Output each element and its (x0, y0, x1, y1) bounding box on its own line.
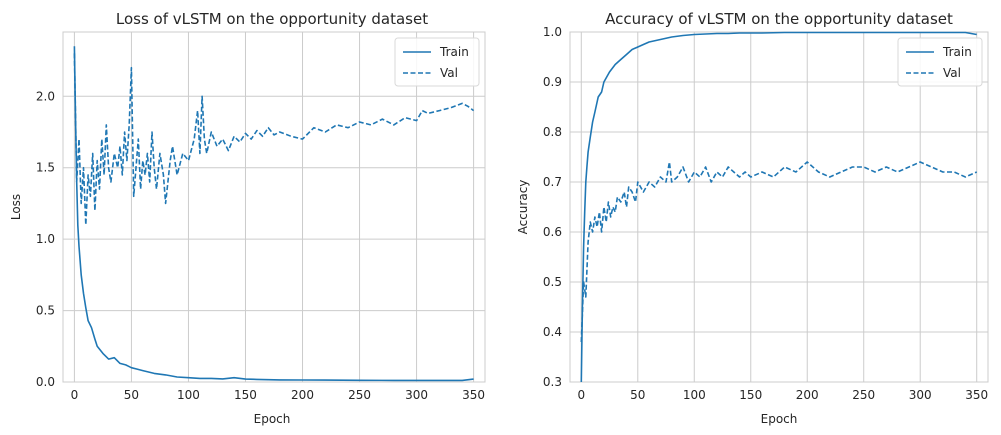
y-tick-label: 0.5 (543, 275, 562, 289)
y-tick-label: 1.0 (543, 25, 562, 39)
legend-box (394, 37, 480, 87)
y-tick-label: 0.4 (543, 325, 562, 339)
x-tick-label: 200 (291, 388, 314, 402)
y-tick-label: 1.0 (36, 232, 55, 246)
series-line-train (580, 31, 977, 383)
loss-chart: Loss of vLSTM on the opportunity dataset… (9, 10, 486, 426)
series-line-train (73, 46, 474, 382)
y-tick-label: 0.8 (543, 125, 562, 139)
x-tick-label: 250 (348, 388, 371, 402)
legend-label-train: Train (942, 45, 972, 59)
x-tick-label: 300 (405, 388, 428, 402)
chart-title: Accuracy of vLSTM on the opportunity dat… (605, 10, 953, 28)
legend: Train Val (394, 37, 480, 87)
legend-label-train: Train (439, 45, 469, 59)
y-tick-label: 2.0 (36, 89, 55, 103)
x-tick-label: 200 (796, 388, 819, 402)
x-tick-label: 0 (577, 388, 585, 402)
y-tick-label: 0.5 (36, 304, 55, 318)
series-line-val (580, 161, 978, 343)
x-tick-label: 0 (71, 388, 79, 402)
accuracy-chart: Accuracy of vLSTM on the opportunity dat… (516, 10, 989, 426)
y-tick-label: 0.7 (543, 175, 562, 189)
y-axis-label: Accuracy (516, 180, 530, 235)
x-tick-label: 300 (909, 388, 932, 402)
y-tick-label: 0.0 (36, 375, 55, 389)
x-tick-label: 100 (177, 388, 200, 402)
grid (63, 32, 485, 383)
x-tick-label: 350 (965, 388, 988, 402)
plot-frame (62, 31, 486, 383)
y-axis-label: Loss (9, 194, 23, 220)
x-tick-label: 100 (683, 388, 706, 402)
y-tick-label: 0.9 (543, 75, 562, 89)
x-tick-label: 150 (234, 388, 257, 402)
legend: Train Val (897, 37, 983, 87)
y-tick-label: 1.5 (36, 161, 55, 175)
x-tick-label: 50 (630, 388, 645, 402)
x-tick-label: 50 (124, 388, 139, 402)
legend-box (897, 37, 983, 87)
x-tick-label: 150 (739, 388, 762, 402)
y-tick-label: 0.3 (543, 375, 562, 389)
x-tick-label: 250 (852, 388, 875, 402)
chart-title: Loss of vLSTM on the opportunity dataset (116, 10, 428, 28)
series-line-val (73, 53, 475, 226)
legend-label-val: Val (440, 66, 458, 80)
x-tick-label: 350 (462, 388, 485, 402)
x-axis-label: Epoch (254, 412, 291, 426)
y-tick-label: 0.6 (543, 225, 562, 239)
x-axis-label: Epoch (761, 412, 798, 426)
legend-label-val: Val (943, 66, 961, 80)
